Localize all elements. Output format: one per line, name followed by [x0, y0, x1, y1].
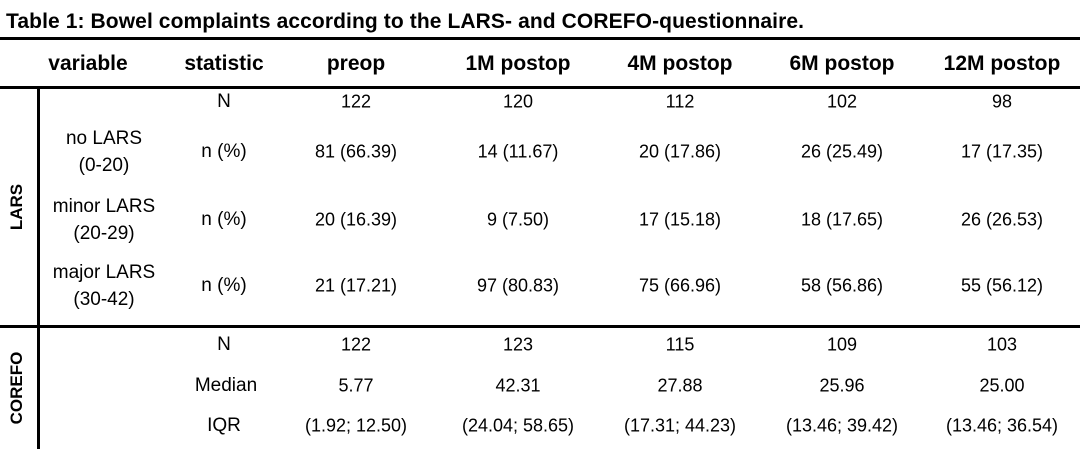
- cell-4m-postop: (17.31; 44.23): [623, 415, 737, 436]
- header-statistic: statistic: [184, 52, 264, 75]
- cell-1m-postop: 97 (80.83): [476, 275, 560, 296]
- header-rule: [0, 86, 1080, 89]
- cell-preop: 81 (66.39): [314, 141, 398, 162]
- cell-1m-postop: 9 (7.50): [486, 209, 550, 230]
- cell-6m-postop: 25.96: [819, 375, 865, 396]
- group-rule: [0, 325, 1080, 328]
- cell-1m-postop: 120: [502, 91, 534, 112]
- header-variable: variable: [48, 52, 128, 75]
- cell-statistic: n (%): [201, 275, 247, 296]
- cell-statistic: IQR: [207, 415, 241, 436]
- cell-4m-postop: 75 (66.96): [638, 275, 722, 296]
- row-label-line2: (30-42): [73, 289, 135, 310]
- cell-6m-postop: 58 (56.86): [800, 275, 884, 296]
- cell-6m-postop: 26 (25.49): [800, 141, 884, 162]
- cell-12m-postop: 55 (56.12): [960, 275, 1044, 296]
- cell-4m-postop: 17 (15.18): [638, 209, 722, 230]
- header-4m-postop: 4M postop: [627, 52, 733, 75]
- title-rule: [0, 37, 1080, 40]
- cell-1m-postop: 14 (11.67): [477, 141, 559, 162]
- header-preop: preop: [326, 52, 386, 75]
- cell-1m-postop: 123: [502, 334, 534, 355]
- cell-statistic: N: [217, 91, 231, 112]
- row-label-line1: major LARS: [52, 262, 156, 283]
- cell-6m-postop: 18 (17.65): [800, 209, 884, 230]
- cell-12m-postop: (13.46; 36.54): [945, 415, 1059, 436]
- cell-statistic: n (%): [201, 141, 247, 162]
- group-label-corefo: COREFO: [7, 351, 26, 425]
- cell-preop: 122: [340, 91, 372, 112]
- cell-statistic: N: [217, 334, 231, 355]
- cell-12m-postop: 103: [986, 334, 1018, 355]
- group-label-lars: LARS: [7, 183, 26, 231]
- group-divider-lars: [37, 89, 40, 325]
- row-label: major LARS (30-42): [53, 259, 155, 313]
- cell-12m-postop: 26 (26.53): [960, 209, 1044, 230]
- cell-6m-postop: 109: [826, 334, 858, 355]
- row-label-line1: no LARS: [65, 128, 143, 149]
- table-title: Table 1: Bowel complaints according to t…: [6, 10, 805, 33]
- row-label-line2: (0-20): [78, 155, 130, 176]
- row-label-line2: (20-29): [73, 223, 135, 244]
- cell-4m-postop: 20 (17.86): [638, 141, 722, 162]
- header-1m-postop: 1M postop: [465, 52, 571, 75]
- cell-preop: 21 (17.21): [314, 275, 398, 296]
- row-label: no LARS (0-20): [66, 125, 142, 179]
- cell-6m-postop: 102: [826, 91, 858, 112]
- cell-12m-postop: 25.00: [979, 375, 1025, 396]
- cell-preop: 122: [340, 334, 372, 355]
- header-6m-postop: 6M postop: [789, 52, 895, 75]
- cell-12m-postop: 98: [991, 91, 1013, 112]
- cell-12m-postop: 17 (17.35): [960, 141, 1044, 162]
- cell-1m-postop: 42.31: [495, 375, 541, 396]
- cell-4m-postop: 115: [665, 334, 695, 355]
- cell-preop: 5.77: [338, 375, 374, 396]
- cell-1m-postop: (24.04; 58.65): [461, 415, 575, 436]
- cell-4m-postop: 112: [665, 91, 695, 112]
- cell-preop: (1.92; 12.50): [304, 415, 408, 436]
- cell-statistic: Median: [194, 375, 258, 396]
- cell-preop: 20 (16.39): [314, 209, 398, 230]
- cell-6m-postop: (13.46; 39.42): [785, 415, 899, 436]
- header-12m-postop: 12M postop: [943, 52, 1061, 75]
- group-divider-corefo: [37, 328, 40, 449]
- cell-statistic: n (%): [201, 209, 247, 230]
- cell-4m-postop: 27.88: [657, 375, 703, 396]
- row-label: minor LARS (20-29): [53, 193, 155, 247]
- row-label-line1: minor LARS: [52, 196, 156, 217]
